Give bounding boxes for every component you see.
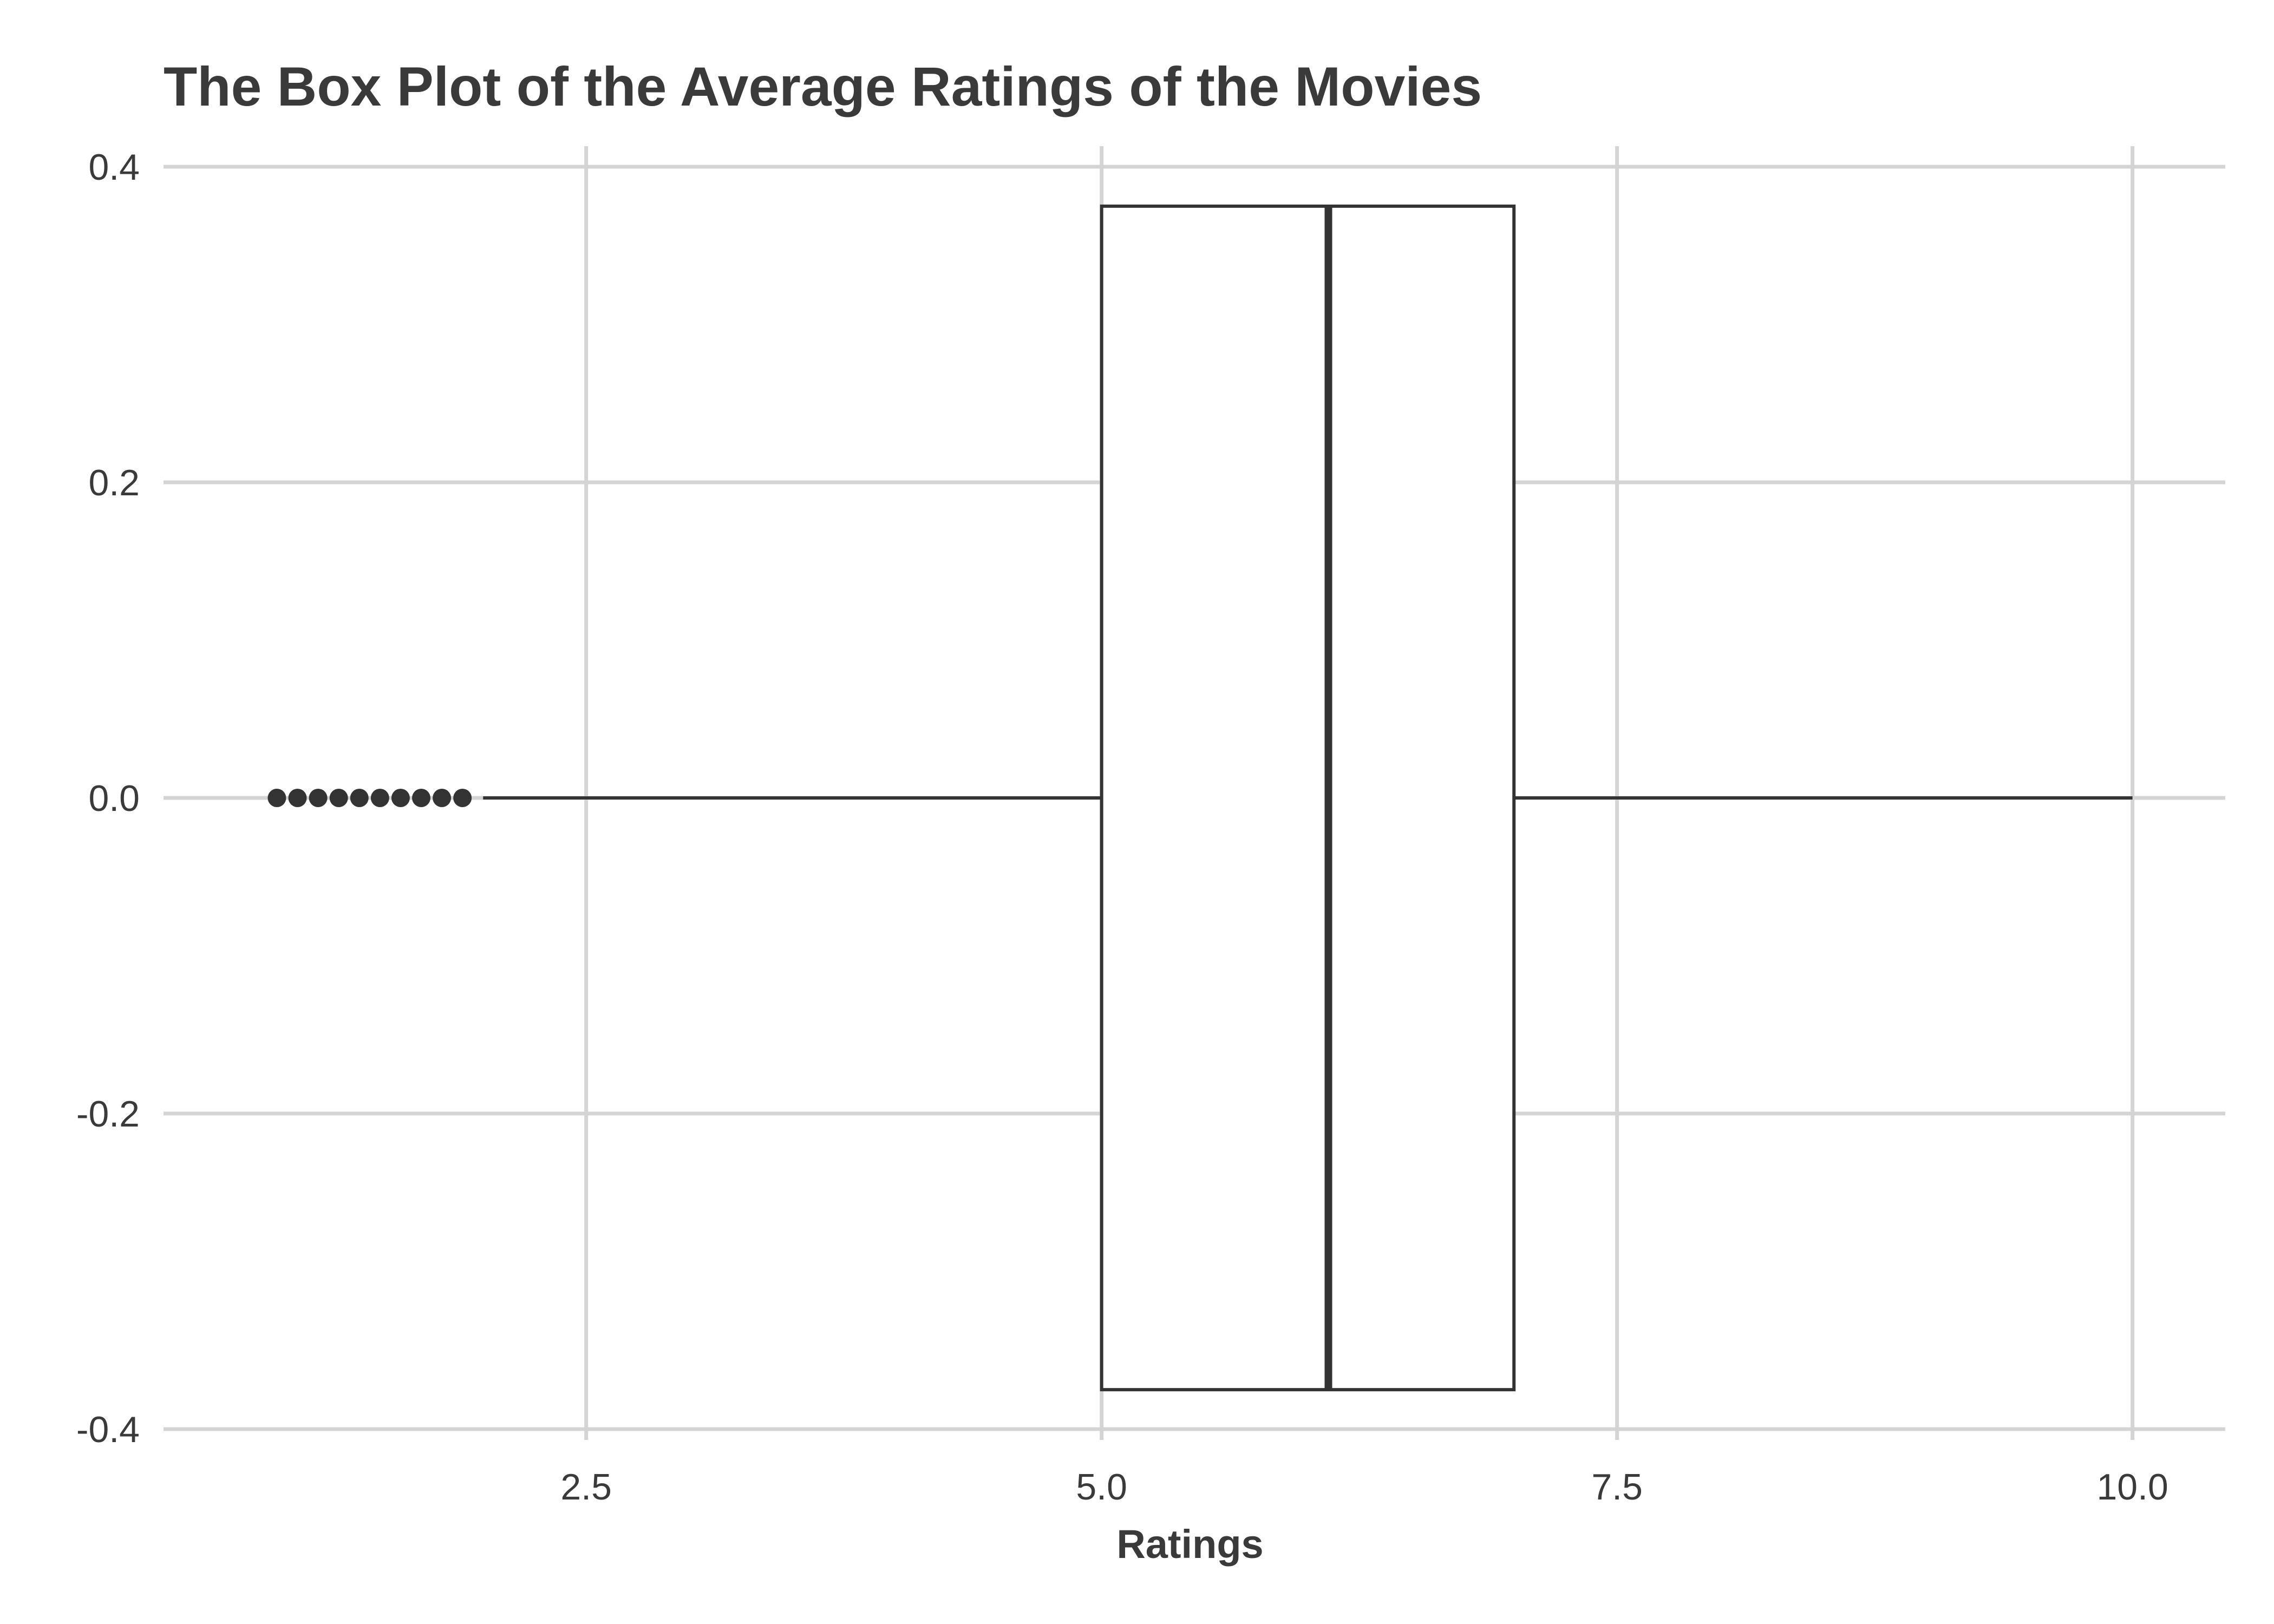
x-tick-label: 10.0 [2096, 1466, 2168, 1508]
outlier-point [433, 789, 452, 807]
outlier-point [329, 789, 348, 807]
outlier-point [412, 789, 430, 807]
box-plot [483, 204, 2133, 1392]
iqr-box [1100, 204, 1516, 1392]
chart-title: The Box Plot of the Average Ratings of t… [164, 56, 1482, 117]
x-tick-label: 2.5 [560, 1466, 612, 1508]
x-tick-label: 5.0 [1076, 1466, 1127, 1508]
x-tick-label: 7.5 [1591, 1466, 1643, 1508]
y-tick-label: -0.4 [76, 1409, 140, 1450]
tick-labels: 0.4 0.2 0.0 -0.2 -0.4 2.5 5.0 7.5 10.0 [76, 147, 2168, 1508]
y-tick-label: 0.0 [88, 778, 140, 819]
y-tick-label: 0.4 [88, 147, 140, 188]
outlier-point [288, 789, 307, 807]
outlier-points [267, 789, 472, 807]
outlier-point [267, 789, 286, 807]
y-tick-label: -0.2 [76, 1093, 140, 1135]
y-tick-label: 0.2 [88, 462, 140, 503]
outlier-point [350, 789, 369, 807]
outlier-point [453, 789, 472, 807]
outlier-point [309, 789, 328, 807]
outlier-point [391, 789, 410, 807]
x-axis-title: Ratings [1116, 1522, 1263, 1567]
outlier-point [370, 789, 389, 807]
